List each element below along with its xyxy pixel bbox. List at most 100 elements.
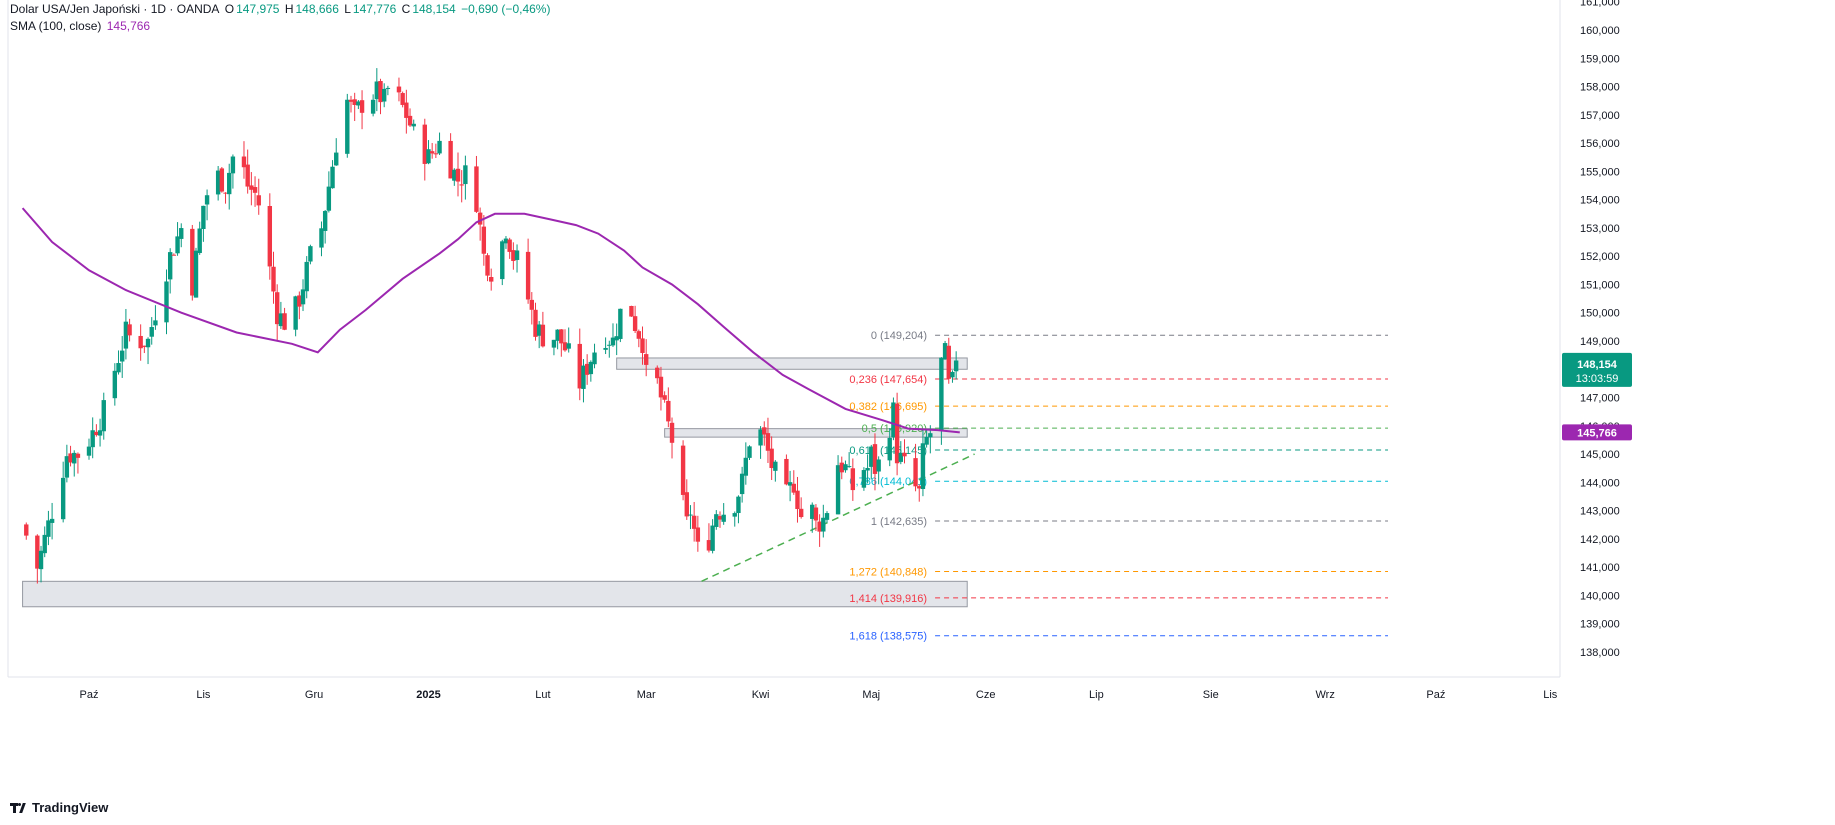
fib-level-label: 1,272 (140,848) [849,566,927,578]
candle-body [784,458,789,485]
candle-body [179,228,184,239]
candle-body [197,228,202,254]
candle-body [669,422,675,443]
candle-body [407,115,413,126]
candle-body [138,335,143,349]
candle-body [942,343,948,360]
candle-body [282,313,287,330]
candle-body [529,299,534,310]
candle-body [769,448,774,469]
sma-legend[interactable]: SMA (100, close) 145,766 [10,19,152,33]
tradingview-logo[interactable]: TradingView [10,800,108,815]
candle-body [227,172,232,195]
open-value: 147,975 [236,2,280,16]
candle-body [577,343,582,389]
candle-body [411,123,416,127]
candle-body [215,170,221,195]
candle-body [607,344,612,346]
logo-text: TradingView [32,800,109,815]
candle-body [256,195,261,206]
candle-body [433,153,439,155]
symbol-title[interactable]: Dolar USA/Jen Japoński · 1D · OANDA [10,2,220,16]
y-tick-label: 152,000 [1580,251,1620,263]
candle-body [204,195,210,205]
y-tick-label: 139,000 [1580,619,1620,631]
y-tick-label: 161,000 [1580,0,1620,9]
y-tick-label: 138,000 [1580,647,1620,659]
candle-body [924,436,929,445]
candle-body [758,429,763,446]
x-tick-label: Wrz [1315,689,1334,701]
y-tick-label: 147,000 [1580,393,1620,405]
candle-body [765,433,771,451]
x-tick-label: 2025 [416,689,440,701]
candle-body [503,238,509,244]
candle-body [396,86,402,93]
candle-body [271,266,276,292]
candle-body [175,236,180,254]
candle-body [913,458,918,487]
candle-body [629,305,634,317]
candle-body [555,329,560,341]
y-tick-label: 157,000 [1580,110,1620,122]
candle-body [326,186,332,211]
sma-100-line [21,207,960,434]
candle-body [481,226,487,254]
candle-body [507,239,512,252]
y-tick-label: 156,000 [1580,138,1620,150]
candle-body [817,521,822,532]
candle-body [887,437,892,461]
x-tick-label: Gru [305,689,323,701]
candle-body [322,211,328,231]
candle-body [267,206,273,267]
candle-body [592,352,597,365]
candle-body [123,321,129,349]
y-tick-label: 150,000 [1580,308,1620,320]
candle-body [359,100,365,113]
candle-body [485,255,490,276]
candle-body [536,324,542,336]
candle-body [249,185,254,190]
candle-body [824,513,830,520]
y-tick-label: 140,000 [1580,590,1620,602]
x-tick-label: Kwi [752,689,770,701]
candle-body [680,445,686,495]
tradingview-logo-icon [10,802,28,813]
candle-body [618,308,623,339]
candle-body [68,453,73,463]
x-tick-label: Paź [80,689,99,701]
candle-body [500,241,505,280]
candle-body [732,513,737,517]
fibonacci-layer: 0 (149,204) 0,236 (147,654) 0,382 (146,695… [849,330,1388,643]
candle-body [872,444,878,474]
candle-body [632,316,638,331]
candle-body [588,361,594,375]
candle-body [540,324,546,347]
candle-body [274,292,280,325]
change-value: −0,690 (−0,46%) [461,2,551,16]
candle-body [278,313,284,327]
fib-level-label: 0,382 (146,695) [849,401,927,413]
candle-body [798,508,804,518]
candle-body [658,376,664,398]
middle-zone [664,428,968,438]
candle-body [787,482,793,486]
high-label: H [284,2,294,16]
candle-body [710,525,715,551]
close-label: C [401,2,411,16]
candle-body [810,504,815,519]
trendline-layer [701,453,975,582]
candle-body [511,250,516,261]
candle-body [688,514,693,516]
candle-body [38,550,44,570]
candle-body [42,534,47,554]
candle-body [610,337,616,346]
fib-level-label: 0,236 (147,654) [849,374,927,386]
candle-body [374,81,380,100]
candle-body [75,453,81,458]
candle-body [164,281,169,323]
candle-body [319,228,324,248]
candle-body [953,360,959,372]
candle-body [559,329,564,344]
